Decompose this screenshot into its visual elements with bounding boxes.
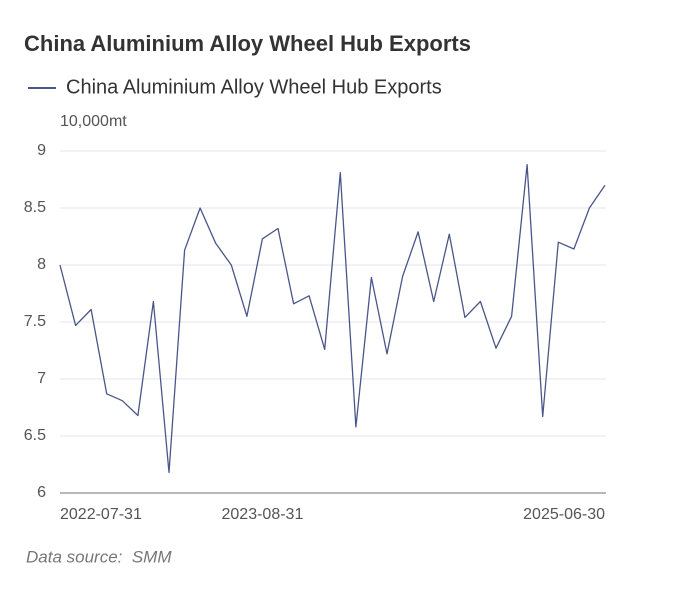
data-line — [59, 164, 606, 474]
y-tick-label: 6 — [37, 484, 46, 501]
legend-label: China Aluminium Alloy Wheel Hub Exports — [66, 76, 442, 98]
y-tick-label: 8 — [37, 256, 46, 273]
y-tick-label: 8.5 — [24, 199, 46, 216]
x-tick-label: 2023-08-31 — [222, 506, 304, 523]
y-tick-label: 7.5 — [24, 313, 46, 330]
y-tick-label: 7 — [37, 370, 46, 387]
x-tick-label: 2025-06-30 — [523, 506, 605, 523]
y-tick-label: 6.5 — [24, 427, 46, 444]
chart-title: China Aluminium Alloy Wheel Hub Exports — [24, 31, 471, 56]
y-tick-label: 9 — [37, 142, 46, 159]
y-unit: 10,000mt — [60, 113, 127, 130]
source: Data source: SMM — [26, 547, 172, 566]
x-tick-label: 2022-07-31 — [60, 506, 142, 523]
